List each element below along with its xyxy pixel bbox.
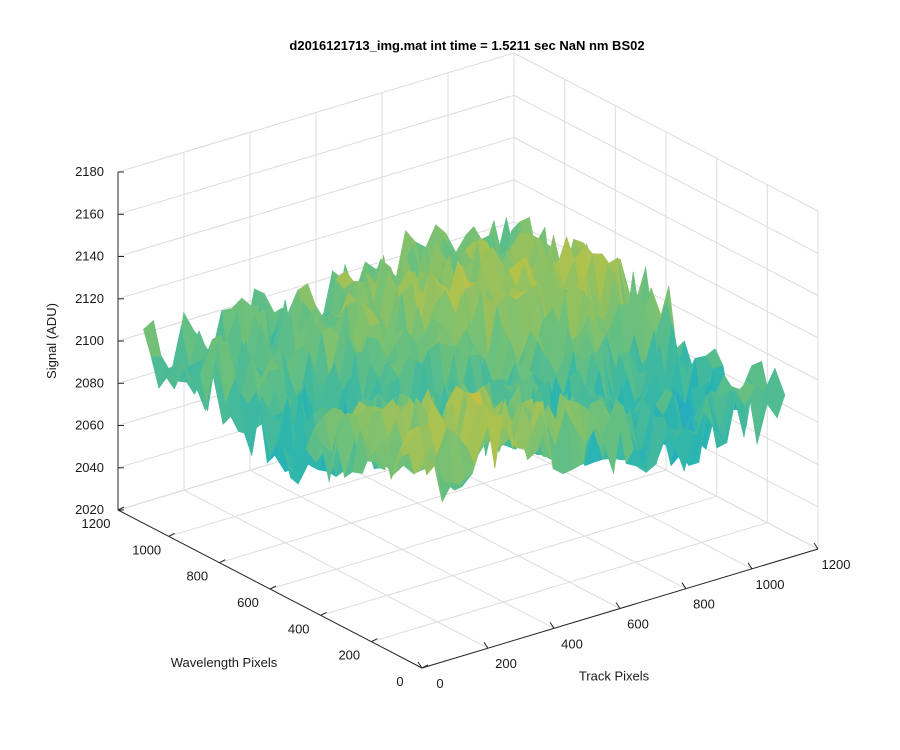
y-tick-label: 1200 (82, 516, 111, 531)
y-tick-mark (219, 559, 226, 564)
z-tick-label: 2060 (75, 418, 104, 433)
surface-facet (766, 367, 786, 419)
backwall-gridline-z (117, 52, 515, 173)
chart-tick-labels: 0 200 400 600 800 1000 1200 0 200 400 600 800 1000 12… (75, 164, 850, 691)
x-tick-mark (681, 582, 687, 589)
x-tick-label: 0 (436, 676, 443, 691)
x-tick-mark (615, 602, 621, 609)
y-tick-label: 600 (237, 595, 259, 610)
z-tick-label: 2180 (75, 164, 104, 179)
y-tick-label: 1000 (132, 542, 161, 557)
backwall-gridline-z (117, 94, 515, 215)
z-axis-label: Signal (ADU) (44, 303, 59, 379)
rightwall-gridline-z (513, 94, 819, 254)
x-tick-label: 400 (561, 636, 583, 651)
x-tick-label: 600 (627, 617, 649, 632)
backwall-gridline-z (117, 179, 515, 300)
y-tick-mark (320, 611, 327, 616)
z-tick-label: 2160 (75, 206, 104, 221)
y-tick-mark (168, 532, 175, 537)
chart-title: d2016121713_img.mat int time = 1.5211 se… (289, 38, 644, 53)
z-tick-label: 2140 (75, 249, 104, 264)
floor-gridline-y (320, 495, 717, 616)
floor-gridline-y (371, 522, 768, 643)
surface-facet (414, 443, 433, 475)
x-tick-mark (747, 562, 753, 570)
y-tick-label: 800 (186, 569, 208, 584)
z-tick-label: 2020 (75, 502, 104, 517)
y-axis-label: Wavelength Pixels (171, 655, 278, 670)
rightwall-gridline-z (513, 52, 819, 212)
x-tick-mark (813, 542, 819, 550)
x-tick-label: 1200 (822, 557, 851, 572)
z-tick-label: 2080 (75, 375, 104, 390)
backwall-gridline-z (117, 137, 515, 257)
x-tick-label: 1000 (756, 577, 785, 592)
floor-gridline-y (219, 443, 616, 564)
z-tick-label: 2100 (75, 333, 104, 348)
x-axis-label: Track Pixels (579, 669, 650, 684)
surface-facet (143, 319, 162, 358)
y-tick-mark (269, 585, 277, 590)
y-tick-label: 200 (338, 648, 360, 663)
rightwall-gridline-z (513, 137, 819, 296)
x-tick-mark (417, 661, 423, 669)
x-tick-label: 200 (495, 656, 517, 671)
z-tick-label: 2040 (75, 460, 104, 475)
floor-gridline-y (269, 469, 667, 590)
y-tick-mark (421, 664, 429, 669)
x-tick-mark (549, 622, 555, 629)
z-tick-label: 2120 (75, 291, 104, 306)
surface-mesh (143, 216, 786, 503)
x-tick-label: 800 (693, 597, 715, 612)
y-tick-label: 0 (396, 674, 403, 689)
rightwall-gridline-z (513, 179, 819, 339)
y-tick-label: 400 (288, 621, 310, 636)
y-tick-mark (371, 638, 378, 643)
x-tick-mark (483, 641, 489, 649)
